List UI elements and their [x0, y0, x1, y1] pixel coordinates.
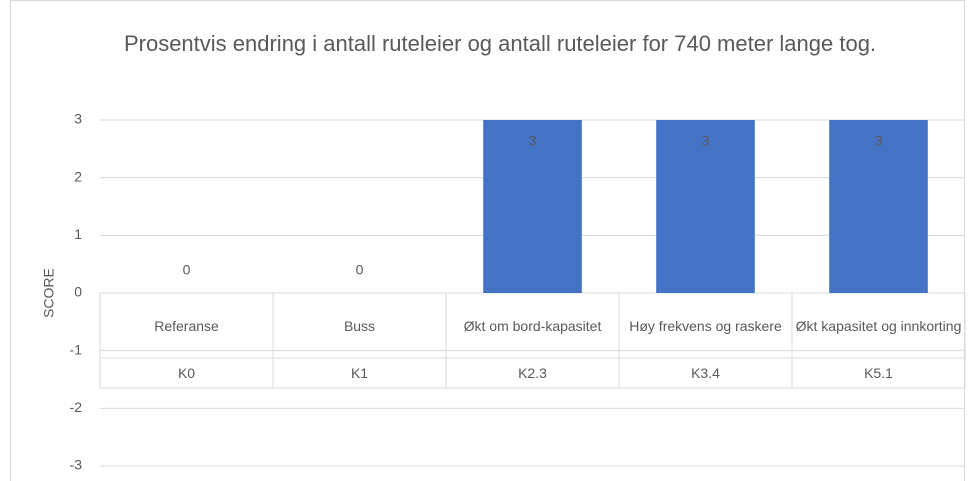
x-group-label: K3.4: [691, 365, 720, 381]
x-tick-label: Økt om bord-kapasitet: [463, 317, 602, 334]
y-axis-label: SCORE: [41, 268, 57, 318]
x-group-label: K1: [350, 365, 369, 381]
y-tick-label: -3: [70, 457, 83, 473]
chart-title: Prosentvis endring i antall ruteleier og…: [123, 31, 877, 56]
bar: [656, 120, 755, 293]
x-group-label: K2.3: [518, 365, 547, 381]
x-group-label: K0: [177, 365, 196, 381]
bar: [829, 120, 928, 293]
data-label: 3: [702, 133, 710, 149]
y-tick-label: -1: [70, 341, 83, 357]
x-tick-label: Økt kapasitet og innkorting: [795, 317, 962, 334]
data-label: 0: [356, 262, 364, 278]
x-tick-label: Høy frekvens og raskere: [629, 317, 782, 334]
x-tick-label: Buss: [343, 317, 376, 334]
y-tick-label: 0: [74, 284, 82, 300]
y-tick-label: -2: [70, 399, 83, 415]
y-tick-label: 1: [74, 226, 82, 242]
data-label: 3: [875, 133, 883, 149]
x-tick-label: Referanse: [154, 317, 219, 334]
y-tick-label: 2: [74, 168, 82, 184]
data-label: 3: [529, 133, 537, 149]
x-group-label: K5.1: [864, 365, 893, 381]
data-label: 0: [183, 262, 191, 278]
y-tick-label: 3: [74, 111, 82, 127]
bar: [483, 120, 582, 293]
